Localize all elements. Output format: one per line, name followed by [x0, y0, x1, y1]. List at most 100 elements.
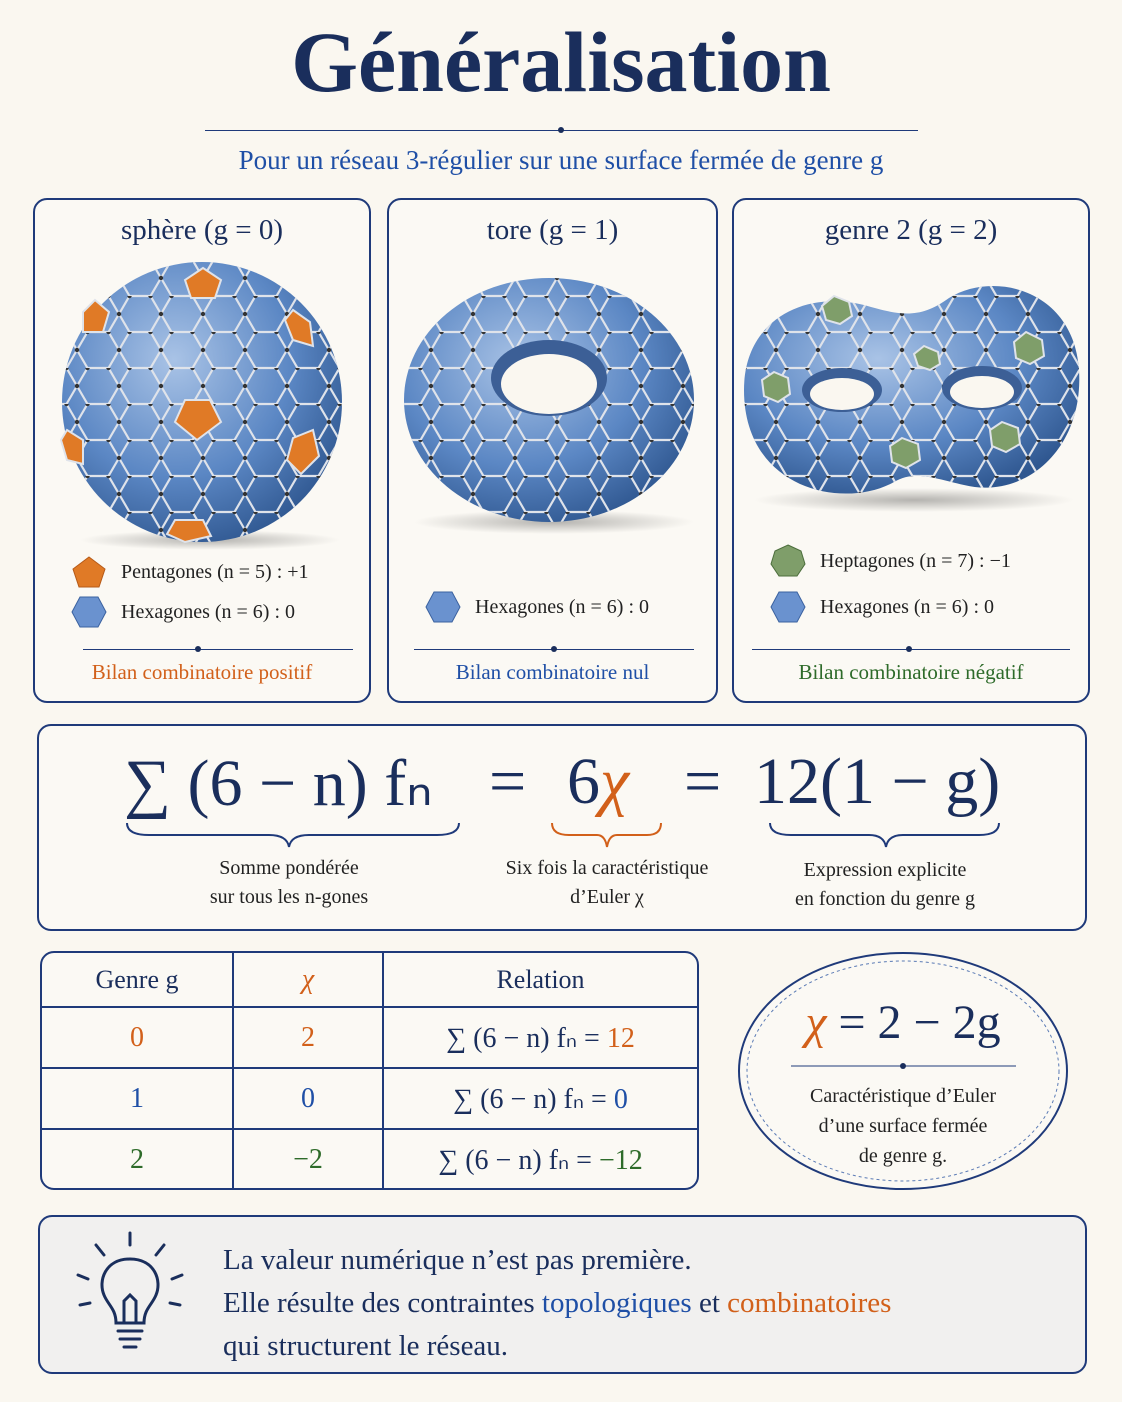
panel-caption: Bilan combinatoire négatif	[798, 660, 1024, 684]
torus-hole	[501, 354, 597, 414]
note-line: qui structurent le réseau.	[223, 1330, 509, 1362]
shadow	[414, 510, 694, 534]
cell: 2	[232, 1006, 384, 1069]
cell: ∑ (6 − n) fₙ = 12	[382, 1006, 697, 1069]
hole	[810, 378, 874, 410]
legend-item: Hexagones (n = 6) : 0	[425, 590, 649, 624]
braces	[126, 822, 1000, 848]
legend-item: Hexagones (n = 6) : 0	[71, 595, 295, 629]
cell: 0	[232, 1067, 384, 1130]
formula-box: ∑ (6 − n) fₙ = 6χ = 12(1 − g) Somme pond…	[37, 724, 1087, 931]
cell: ∑ (6 − n) fₙ = 0	[382, 1067, 697, 1130]
euler-rest: = 2 − 2g	[838, 996, 1001, 1049]
panel-torus: tore (g = 1) Hexagones (n = 6) : 0 Bilan…	[387, 198, 718, 703]
relation: ∑ (6 − n) fₙ =	[453, 1083, 607, 1115]
heptagon-icon	[770, 544, 806, 577]
caption-line: Caractéristique d’Euler	[809, 1085, 997, 1107]
note-segment: et	[698, 1287, 720, 1319]
table-row: 2 −2 ∑ (6 − n) fₙ = −12	[42, 1128, 697, 1188]
caption-line: de genre g.	[858, 1145, 948, 1167]
annotation: Somme pondérée sur tous les n-gones	[139, 854, 439, 912]
annotation-line: Six fois la caractéristique	[505, 857, 709, 879]
brace	[551, 822, 662, 848]
note-line: La valeur numérique n’est pas première.	[223, 1244, 692, 1276]
cell: 0	[42, 1006, 234, 1069]
chi: χ	[805, 996, 827, 1049]
euler-formula: χ = 2 − 2g	[736, 995, 1070, 1050]
legend-item: Heptagones (n = 7) : −1	[770, 544, 1011, 578]
relation: ∑ (6 − n) fₙ =	[446, 1022, 600, 1054]
genus-2-illustration	[744, 286, 1080, 512]
shadow	[754, 488, 1074, 512]
divider	[83, 649, 353, 650]
formula-equals: =	[489, 745, 527, 818]
header-cell: Genre g	[42, 953, 234, 1008]
table-row: 0 2 ∑ (6 − n) fₙ = 12	[42, 1006, 697, 1069]
divider-dot	[900, 1063, 906, 1069]
annotation-line: d’Euler χ	[570, 886, 644, 908]
annotation-line: Somme pondérée	[219, 857, 359, 879]
chi: χ	[600, 745, 630, 818]
annotation-line: en fonction du genre g	[795, 888, 975, 910]
hexagon-icon	[770, 591, 806, 623]
legend-label: Heptagones (n = 7) : −1	[820, 549, 1011, 572]
legend-label: Pentagones (n = 5) : +1	[121, 560, 309, 583]
formula-equals: =	[684, 745, 722, 818]
formula-genus: 12(1 − g)	[754, 745, 1001, 818]
annotation-line: Expression explicite	[803, 859, 967, 881]
panel-caption: Bilan combinatoire positif	[91, 660, 313, 684]
torus-illustration	[404, 278, 694, 534]
subtitle: Pour un réseau 3-régulier sur une surfac…	[238, 145, 884, 175]
formula-sum: ∑ (6 − n) fₙ	[124, 747, 433, 820]
table-row: 1 0 ∑ (6 − n) fₙ = 0	[42, 1067, 697, 1130]
hole	[950, 376, 1014, 408]
ellipse-inner	[746, 960, 1060, 1182]
pentagons	[59, 266, 321, 544]
note-box: La valeur numérique n’est pas première. …	[38, 1215, 1087, 1374]
hexagon-icon	[71, 596, 107, 628]
panel-title: tore (g = 1)	[486, 214, 619, 246]
divider-dot	[195, 646, 201, 652]
cell: 1	[42, 1067, 234, 1130]
euler-ellipse	[738, 952, 1068, 1190]
title: Généralisation	[291, 14, 831, 110]
result: 12	[606, 1022, 635, 1054]
panel-title: genre 2 (g = 2)	[824, 214, 998, 246]
formula-six-chi: 6χ	[567, 744, 629, 820]
result: −12	[598, 1144, 643, 1176]
sphere-illustration	[59, 262, 342, 550]
six: 6	[567, 745, 600, 818]
legend-label: Hexagones (n = 6) : 0	[475, 595, 650, 618]
highlight-combinatorial: combinatoires	[727, 1287, 892, 1319]
pentagon-icon	[72, 556, 106, 588]
ellipse-outline	[738, 952, 1068, 1190]
hexagon-icon	[425, 591, 461, 623]
result: 0	[613, 1083, 628, 1115]
divider-dot	[906, 646, 912, 652]
divider-dot	[551, 646, 557, 652]
panel-sphere: sphère (g = 0) Pentagones (n = 5) : +1 H…	[33, 198, 371, 703]
euler-caption: Caractéristique d’Euler d’une surface fe…	[736, 1081, 1070, 1171]
cell: 2	[42, 1128, 234, 1188]
cell: −2	[232, 1128, 384, 1188]
panel-caption: Bilan combinatoire nul	[455, 660, 650, 684]
highlight-topological: topologiques	[541, 1287, 692, 1319]
lightbulb-icon	[76, 1231, 184, 1349]
table-box: Genre g χ Relation 0 2 ∑ (6 − n) fₙ = 12…	[40, 951, 699, 1190]
brace	[769, 822, 1000, 848]
annotation-line: sur tous les n-gones	[209, 886, 369, 908]
legend-label: Hexagones (n = 6) : 0	[121, 600, 296, 623]
annotation: Six fois la caractéristique d’Euler χ	[457, 854, 757, 912]
divider-dot	[558, 127, 564, 133]
header-cell: Relation	[382, 953, 697, 1008]
table-header: Genre g χ Relation	[42, 953, 697, 1008]
caption-line: d’une surface fermée	[818, 1115, 988, 1137]
brace	[126, 822, 460, 848]
panel-title: sphère (g = 0)	[120, 214, 284, 246]
panel-genus-2: genre 2 (g = 2) Heptagones (n = 7) : −1 …	[732, 198, 1090, 703]
legend-item: Hexagones (n = 6) : 0	[770, 590, 994, 624]
legend-item: Pentagones (n = 5) : +1	[71, 555, 309, 589]
note-text: La valeur numérique n’est pas première. …	[223, 1239, 891, 1368]
